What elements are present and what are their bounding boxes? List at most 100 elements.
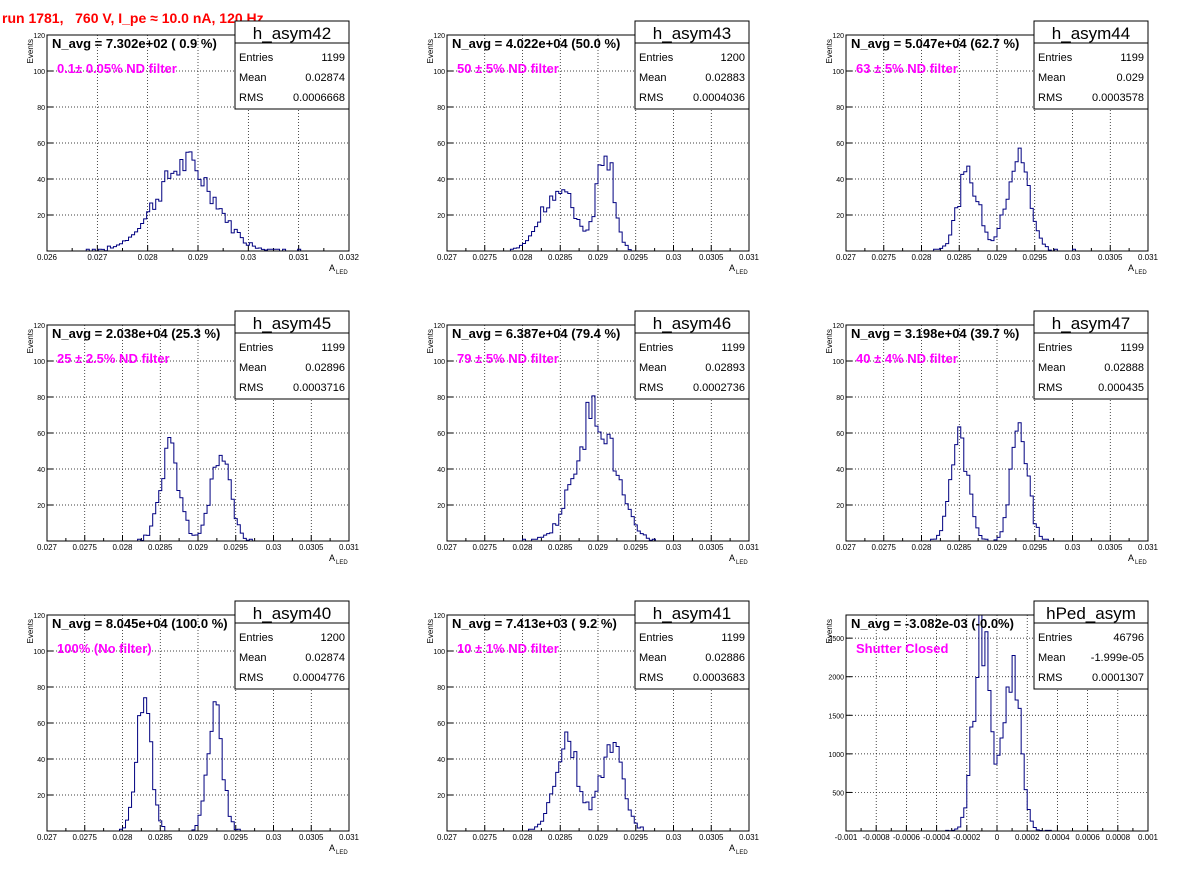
x-tick-label: 0.031: [739, 543, 760, 552]
x-tick-label: 0.0006: [1075, 833, 1100, 842]
stats-key: RMS: [639, 672, 663, 684]
histogram-line: [47, 151, 349, 252]
x-tick-label: 0.029: [188, 543, 209, 552]
stats-key: Entries: [639, 52, 674, 64]
x-axis-label: A: [329, 843, 335, 853]
histogram-name: h_asym45: [253, 314, 331, 333]
x-tick-label: 0.027: [437, 833, 458, 842]
plot-frame: [46, 324, 350, 542]
plot-frame: [446, 324, 750, 542]
x-tick-label: 0.0275: [73, 543, 98, 552]
x-axis-label: A: [729, 553, 735, 563]
histogram-line: [846, 147, 1148, 252]
x-axis-label-subscript: LED: [736, 560, 748, 566]
stats-box: [1033, 310, 1149, 400]
y-tick-label: 40: [437, 177, 445, 184]
y-tick-label: 60: [437, 431, 445, 438]
stats-value: 1199: [1120, 52, 1144, 64]
stats-value: 0.02896: [305, 362, 345, 374]
stats-value: 0.0004036: [693, 92, 745, 104]
y-tick-label: 80: [37, 105, 45, 112]
y-axis-label: Events: [26, 619, 35, 643]
x-tick-label: 0.0002: [1015, 833, 1040, 842]
y-tick-label: 60: [437, 141, 445, 148]
x-axis-label-subscript: LED: [1135, 560, 1147, 566]
y-tick-label: 100: [433, 649, 445, 656]
x-tick-label: 0.027: [37, 833, 58, 842]
stats-value: -1.999e-05: [1091, 652, 1144, 664]
y-tick-label: 80: [37, 395, 45, 402]
y-tick-label: 40: [836, 467, 844, 474]
x-tick-label: 0.03: [1065, 253, 1081, 262]
histogram-name: h_asym44: [1052, 24, 1130, 43]
filter-annotation: 0.1± 0.05% ND filter: [57, 61, 177, 76]
plot-frame: [845, 34, 1149, 252]
y-tick-label: 20: [836, 213, 844, 220]
stats-key: Entries: [239, 342, 274, 354]
y-axis-label: Events: [825, 619, 834, 643]
stats-value: 0.02893: [705, 362, 745, 374]
y-axis-label: Events: [825, 329, 834, 353]
plot-frame: [446, 614, 750, 832]
navg-label: N_avg = 8.045e+04 (100.0 %): [52, 616, 228, 631]
x-axis-label: A: [1128, 263, 1134, 273]
x-tick-label: 0.001: [1138, 833, 1159, 842]
x-tick-label: 0.0295: [1023, 253, 1048, 262]
x-tick-label: 0.031: [739, 833, 760, 842]
stats-key: Mean: [639, 362, 667, 374]
histogram-name: hPed_asym: [1046, 604, 1136, 623]
stats-key: Mean: [239, 362, 267, 374]
y-tick-label: 100: [832, 359, 844, 366]
stats-value: 1199: [721, 632, 745, 644]
stats-value: 1199: [721, 342, 745, 354]
plot-frame: [46, 34, 350, 252]
stats-key: RMS: [1038, 672, 1062, 684]
stats-box: [634, 600, 750, 690]
histogram-panel-h_asym44: 0.027 0.0275 0.028 0.0285 0.029 0.0295 0.03 0.0…: [825, 20, 1159, 276]
navg-label: N_avg = 7.413e+03 ( 9.2 %): [452, 616, 617, 631]
stats-value: 0.0003683: [693, 672, 745, 684]
x-tick-label: 0.0285: [947, 253, 972, 262]
x-tick-label: 0.0305: [1098, 543, 1123, 552]
x-tick-label: 0.0305: [699, 253, 724, 262]
stats-key: Mean: [1038, 362, 1066, 374]
y-tick-label: 120: [832, 323, 844, 330]
y-tick-label: 80: [836, 395, 844, 402]
plot-frame: [446, 34, 750, 252]
x-axis-label-subscript: LED: [336, 270, 348, 276]
x-axis-label: A: [729, 263, 735, 273]
x-tick-label: 0.0295: [624, 253, 649, 262]
x-tick-label: 0.027: [87, 253, 108, 262]
x-tick-label: 0.0305: [699, 833, 724, 842]
x-tick-label: 0.027: [836, 253, 857, 262]
stats-key: Mean: [1038, 652, 1066, 664]
y-tick-label: 80: [836, 105, 844, 112]
x-tick-label: 0.0285: [548, 543, 573, 552]
x-tick-label: 0.028: [911, 543, 932, 552]
x-tick-label: 0.03: [1065, 543, 1081, 552]
stats-key: RMS: [639, 92, 663, 104]
x-tick-label: 0.03: [666, 253, 682, 262]
stats-key: Entries: [1038, 52, 1073, 64]
y-tick-label: 60: [437, 721, 445, 728]
navg-label: N_avg = 6.387e+04 (79.4 %): [452, 326, 620, 341]
y-tick-label: 60: [836, 141, 844, 148]
stats-key: Entries: [239, 632, 274, 644]
navg-label: N_avg = -3.082e-03 (-0.0%): [851, 616, 1014, 631]
x-tick-label: -0.0006: [893, 833, 921, 842]
x-tick-label: 0.03: [666, 833, 682, 842]
x-tick-label: 0.028: [512, 543, 533, 552]
stats-key: RMS: [639, 382, 663, 394]
stats-value: 0.02874: [305, 652, 345, 664]
stats-value: 1199: [321, 52, 345, 64]
stats-value: 0.000435: [1098, 382, 1144, 394]
x-tick-label: 0.029: [588, 833, 609, 842]
filter-annotation: 63 ± 5% ND filter: [856, 61, 958, 76]
x-tick-label: 0.029: [987, 543, 1008, 552]
histogram-name: h_asym46: [653, 314, 731, 333]
stats-key: Entries: [1038, 632, 1073, 644]
stats-value: 46796: [1113, 632, 1144, 644]
stats-value: 0.02886: [705, 652, 745, 664]
stats-key: Mean: [1038, 72, 1066, 84]
y-tick-label: 40: [836, 177, 844, 184]
